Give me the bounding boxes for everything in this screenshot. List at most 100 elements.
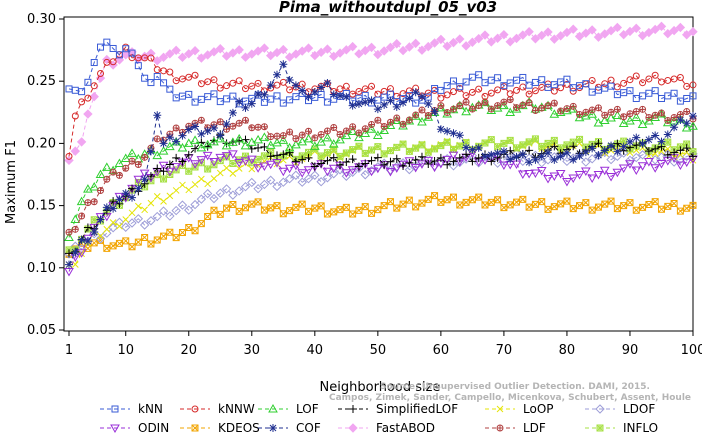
data-point — [305, 207, 313, 215]
data-point — [544, 205, 552, 213]
data-point — [613, 139, 622, 148]
data-point — [342, 92, 351, 101]
data-point — [297, 136, 308, 146]
data-point — [656, 152, 667, 162]
data-point — [689, 92, 697, 100]
data-point — [190, 46, 200, 56]
data-point — [97, 69, 105, 77]
data-point — [462, 98, 470, 106]
data-point — [253, 183, 263, 194]
data-point — [632, 141, 641, 150]
data-point — [354, 132, 364, 142]
data-point — [160, 79, 168, 87]
data-point — [190, 199, 200, 210]
data-point — [670, 114, 678, 121]
data-point — [562, 27, 572, 38]
data-point — [355, 129, 363, 137]
data-point — [461, 106, 471, 116]
data-point — [462, 143, 471, 152]
data-point — [563, 75, 571, 83]
data-point — [418, 141, 426, 149]
data-point — [404, 157, 415, 166]
data-point — [506, 155, 515, 164]
data-point — [311, 134, 319, 142]
data-point — [65, 249, 73, 258]
data-point — [134, 184, 143, 193]
data-point — [581, 28, 591, 38]
data-point — [449, 105, 457, 113]
legend-label: KDEOS — [218, 421, 260, 434]
data-point — [147, 54, 155, 62]
data-point — [285, 76, 294, 85]
data-point — [675, 22, 686, 33]
data-point — [393, 114, 401, 122]
data-point — [467, 37, 478, 47]
data-point — [317, 152, 325, 160]
data-point — [618, 29, 629, 40]
data-point — [625, 26, 635, 37]
data-point — [147, 79, 155, 87]
data-point — [342, 149, 350, 157]
legend-item-COF: COF — [258, 421, 321, 434]
legend-item-LOF: LOF — [258, 402, 319, 416]
data-point — [424, 148, 432, 156]
data-point — [443, 91, 451, 99]
data-point — [229, 170, 237, 177]
x-tick-label: 60 — [433, 343, 450, 358]
legend-marker — [496, 405, 504, 413]
legend-label: LOF — [296, 402, 319, 416]
data-point — [102, 203, 111, 212]
data-point — [361, 98, 370, 107]
data-point — [474, 143, 483, 152]
plot-frame — [63, 16, 694, 332]
data-point — [347, 166, 358, 175]
y-tick-label: 0.15 — [27, 199, 56, 214]
data-point — [341, 171, 352, 181]
data-point — [185, 167, 193, 175]
data-point — [203, 126, 212, 135]
data-point — [336, 161, 345, 170]
data-point — [525, 90, 533, 98]
data-point — [203, 142, 212, 151]
data-point — [500, 139, 508, 147]
data-point — [455, 153, 464, 162]
data-point — [184, 49, 194, 59]
data-point — [576, 111, 584, 118]
data-point — [336, 91, 345, 100]
data-point — [90, 59, 98, 67]
data-point — [196, 156, 207, 165]
data-point — [366, 124, 377, 133]
data-point — [531, 87, 539, 95]
data-point — [103, 244, 111, 252]
data-point — [612, 110, 623, 120]
data-point — [310, 88, 319, 97]
legend-marker — [496, 424, 504, 432]
data-point — [259, 179, 270, 190]
data-point — [637, 150, 648, 160]
data-point — [681, 122, 692, 132]
data-point — [228, 150, 238, 159]
data-point — [582, 80, 590, 88]
data-point — [550, 155, 559, 164]
data-point — [620, 79, 628, 87]
data-point — [158, 161, 169, 171]
data-point — [317, 202, 325, 210]
data-point — [109, 197, 118, 206]
data-point — [260, 90, 269, 99]
data-point — [380, 123, 388, 130]
data-point — [349, 123, 357, 131]
data-point — [253, 134, 263, 144]
data-point — [455, 131, 464, 140]
data-point — [593, 32, 604, 42]
data-point — [607, 108, 615, 116]
data-point — [379, 125, 390, 134]
data-point — [348, 155, 357, 164]
data-point — [172, 153, 181, 162]
data-point — [185, 90, 193, 98]
data-point — [481, 152, 489, 161]
legend-marker — [191, 424, 199, 432]
data-point — [513, 198, 521, 206]
data-point — [525, 158, 534, 167]
data-point — [71, 225, 79, 233]
data-point — [248, 124, 256, 132]
